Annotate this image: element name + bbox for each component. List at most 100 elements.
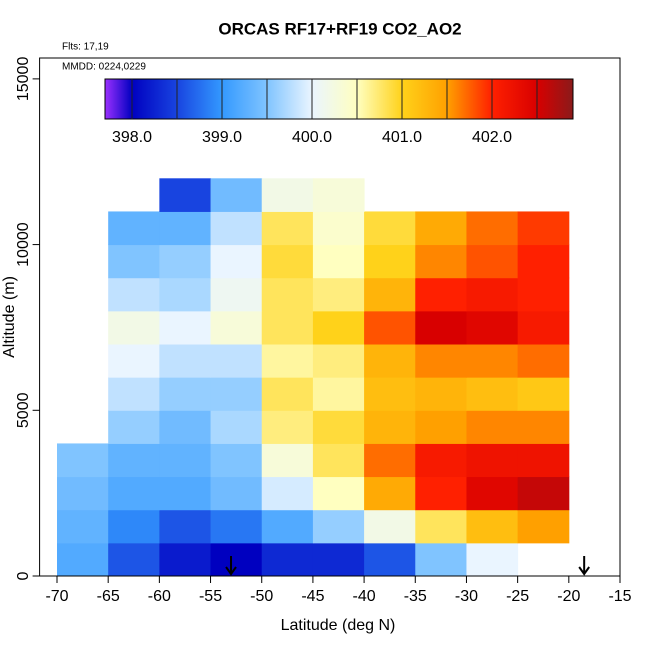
heat-cell xyxy=(261,476,314,511)
heatmap xyxy=(57,178,570,577)
heat-cell xyxy=(364,244,416,279)
y-tick-label: 10000 xyxy=(15,222,32,267)
heat-cell xyxy=(210,344,263,378)
heat-cell xyxy=(261,277,314,312)
heat-cell xyxy=(159,310,212,345)
heat-cell xyxy=(57,476,109,511)
x-tick-label: -15 xyxy=(608,588,631,605)
heat-cell xyxy=(517,310,570,345)
heat-cell xyxy=(210,178,263,212)
heat-cell xyxy=(210,244,263,279)
heat-cell xyxy=(108,542,160,577)
heat-cell xyxy=(415,443,467,478)
heat-cell xyxy=(312,310,365,345)
heat-cell xyxy=(364,310,416,345)
heat-cell xyxy=(312,509,365,544)
colorbar-tick-label: 399.0 xyxy=(202,129,242,146)
heat-cell xyxy=(466,377,519,411)
x-tick-label: -40 xyxy=(353,588,376,605)
x-tick-label: -20 xyxy=(557,588,580,605)
y-tick-label: 0 xyxy=(15,571,32,580)
heat-cell xyxy=(466,476,519,511)
heat-cell xyxy=(210,542,263,577)
heat-cell xyxy=(159,178,212,212)
heat-cell xyxy=(517,410,570,444)
heat-cell xyxy=(466,443,519,478)
x-tick-label: -55 xyxy=(199,588,222,605)
heat-cell xyxy=(312,211,365,246)
heat-cell xyxy=(159,476,212,511)
heat-cell xyxy=(261,211,314,246)
heat-cell xyxy=(312,178,365,212)
heat-cell xyxy=(159,277,212,312)
heat-cell xyxy=(261,443,314,478)
heat-cell xyxy=(312,244,365,279)
y-tick-label: 15000 xyxy=(15,57,32,102)
x-tick-label: -50 xyxy=(250,588,273,605)
x-tick-label: -30 xyxy=(455,588,478,605)
heat-cell xyxy=(312,377,365,411)
heat-cell xyxy=(312,443,365,478)
annotation: Flts: 17,19 xyxy=(62,42,109,53)
heat-cell xyxy=(261,310,314,345)
heat-cell xyxy=(210,211,263,246)
heat-cell xyxy=(364,277,416,312)
heat-cell xyxy=(312,344,365,378)
heat-cell xyxy=(364,443,416,478)
heat-cell xyxy=(466,244,519,279)
heat-cell xyxy=(159,443,212,478)
heat-cell xyxy=(466,344,519,378)
heat-cell xyxy=(364,211,416,246)
x-tick-label: -35 xyxy=(404,588,427,605)
heat-cell xyxy=(108,377,160,411)
heat-cell xyxy=(415,476,467,511)
heat-cell xyxy=(210,476,263,511)
heat-cell xyxy=(159,377,212,411)
heat-cell xyxy=(517,244,570,279)
heat-cell xyxy=(466,410,519,444)
heat-cell xyxy=(517,277,570,312)
heat-cell xyxy=(210,509,263,544)
heat-cell xyxy=(108,277,160,312)
heat-cell xyxy=(466,277,519,312)
heat-cell xyxy=(517,211,570,246)
heat-cell xyxy=(312,476,365,511)
heat-cell xyxy=(261,509,314,544)
colorbar-tick-label: 401.0 xyxy=(382,129,422,146)
heat-cell xyxy=(415,211,467,246)
x-tick-label: -65 xyxy=(97,588,120,605)
heat-cell xyxy=(108,244,160,279)
heat-cell xyxy=(159,211,212,246)
heat-cell xyxy=(364,344,416,378)
heat-cell xyxy=(108,310,160,345)
colorbar-tick-label: 398.0 xyxy=(112,129,152,146)
heat-cell xyxy=(364,509,416,544)
heat-cell xyxy=(108,410,160,444)
heat-cell xyxy=(517,344,570,378)
heat-cell xyxy=(415,542,467,577)
arrow xyxy=(225,556,237,576)
heat-cell xyxy=(466,211,519,246)
heat-cell xyxy=(210,310,263,345)
heat-cell xyxy=(364,377,416,411)
annotation: MMDD: 0224,0229 xyxy=(62,62,146,73)
heat-cell xyxy=(210,277,263,312)
heat-cell xyxy=(517,377,570,411)
heat-cell xyxy=(364,542,416,577)
heat-cell xyxy=(159,344,212,378)
heat-cell xyxy=(210,443,263,478)
heat-cell xyxy=(57,443,109,478)
heat-cell xyxy=(108,476,160,511)
heat-cell xyxy=(261,410,314,444)
heat-cell xyxy=(312,410,365,444)
heat-cell xyxy=(159,410,212,444)
x-tick-label: -45 xyxy=(301,588,324,605)
heat-cell xyxy=(159,509,212,544)
y-axis-label: Altitude (m) xyxy=(1,276,18,358)
heat-cell xyxy=(159,542,212,577)
heat-cell xyxy=(261,344,314,378)
heat-cell xyxy=(466,542,519,577)
colorbar xyxy=(104,78,574,120)
colorbar-tick-label: 400.0 xyxy=(292,129,332,146)
